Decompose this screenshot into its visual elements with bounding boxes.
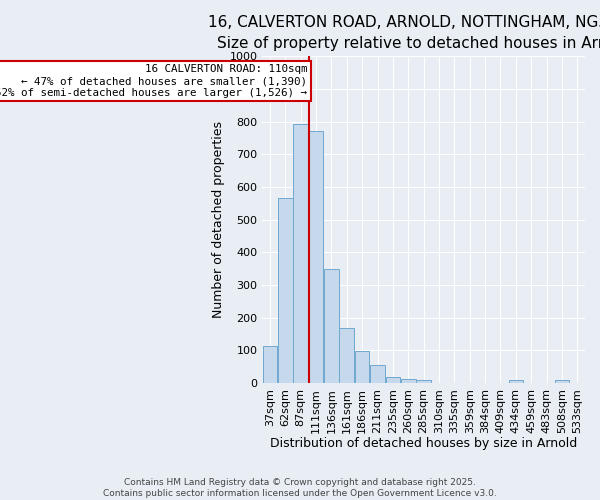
Text: 16 CALVERTON ROAD: 110sqm
← 47% of detached houses are smaller (1,390)
52% of se: 16 CALVERTON ROAD: 110sqm ← 47% of detac… [0,64,307,98]
Bar [309,132,323,383]
Text: Contains HM Land Registry data © Crown copyright and database right 2025.
Contai: Contains HM Land Registry data © Crown c… [103,478,497,498]
Bar [324,268,338,383]
Bar [355,351,370,383]
Bar [554,380,569,383]
Bar [401,379,416,383]
Y-axis label: Number of detached properties: Number of detached properties [212,121,225,318]
Bar [416,380,431,383]
Bar [386,377,400,383]
Bar [370,365,385,383]
Title: 16, CALVERTON ROAD, ARNOLD, NOTTINGHAM, NG5 8FF
Size of property relative to det: 16, CALVERTON ROAD, ARNOLD, NOTTINGHAM, … [208,15,600,51]
Bar [278,198,293,383]
Bar [509,380,523,383]
Bar [293,124,308,383]
X-axis label: Distribution of detached houses by size in Arnold: Distribution of detached houses by size … [270,437,577,450]
Bar [340,328,354,383]
Bar [263,346,277,383]
